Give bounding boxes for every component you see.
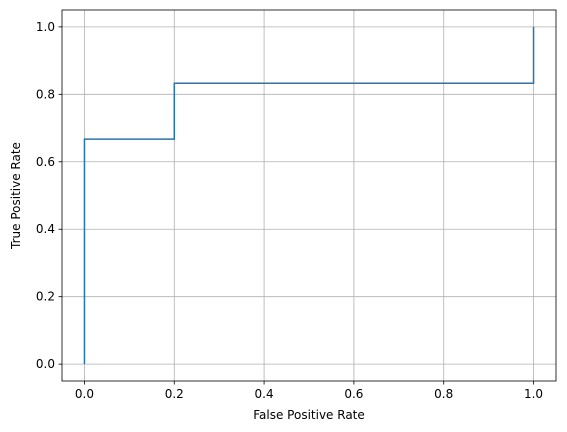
x-tick-label: 0.2 — [165, 387, 184, 401]
y-tick-label: 0.6 — [36, 155, 55, 169]
x-tick-label: 0.6 — [344, 387, 363, 401]
y-axis-label: True Positive Rate — [9, 142, 23, 250]
roc-curve-line — [83, 26, 535, 365]
x-axis-ticks: 0.0 0.2 0.4 0.6 0.8 1.0 — [75, 381, 543, 401]
y-tick-label: 0.4 — [36, 222, 55, 236]
y-tick-label: 0.8 — [36, 87, 55, 101]
y-tick-label: 0.0 — [36, 357, 55, 371]
y-axis-ticks: 0.0 0.2 0.4 0.6 0.8 1.0 — [36, 20, 62, 371]
x-tick-label: 1.0 — [524, 387, 543, 401]
x-tick-label: 0.0 — [75, 387, 94, 401]
series-layer — [83, 26, 535, 365]
x-axis-label: False Positive Rate — [253, 408, 365, 422]
plot-area-frame — [61, 9, 557, 382]
x-tick-label: 0.4 — [255, 387, 274, 401]
x-tick-label: 0.8 — [434, 387, 453, 401]
y-tick-label: 0.2 — [36, 290, 55, 304]
grid — [62, 10, 556, 381]
y-tick-label: 1.0 — [36, 20, 55, 34]
